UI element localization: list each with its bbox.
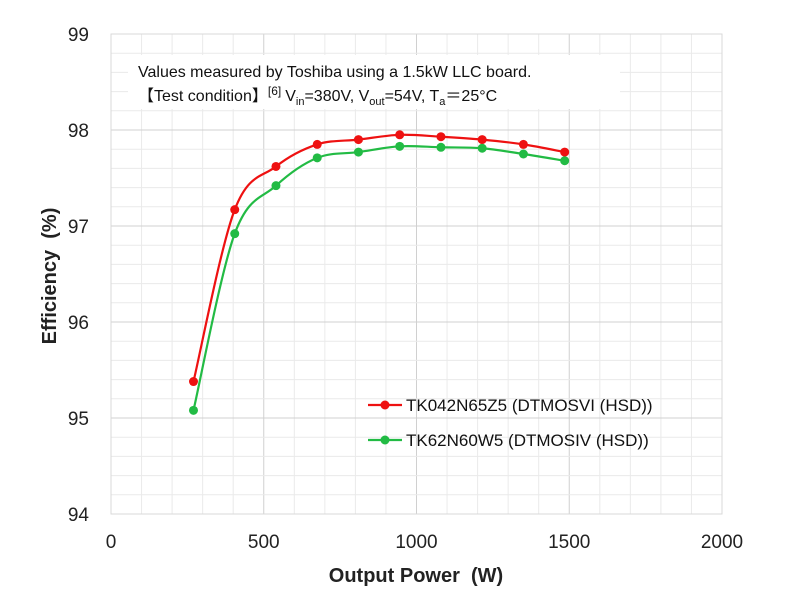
data-point [477,143,487,153]
x-tick-label: 1500 [548,532,590,553]
legend-entry-1: TK042N65Z5 (DTMOSVI (HSD)) [368,396,653,415]
data-point [188,405,198,415]
data-point [230,229,240,239]
series-1 [188,130,570,387]
vout-value: =54V, [385,88,430,105]
y-tick-label: 95 [68,409,89,430]
data-point [477,135,487,145]
y-tick-label: 98 [68,121,89,142]
legend-label: TK042N65Z5 (DTMOSVI (HSD)) [406,396,653,415]
data-point [230,205,240,215]
x-tick-label: 2000 [701,532,743,553]
x-tick-label: 0 [106,532,117,553]
y-axis-title: Efficiency (%) [39,208,61,345]
ta-subscript: a [439,96,446,108]
annotation-bracket-close: 】 [252,88,268,105]
vin-value: =380V, [304,88,358,105]
data-point [353,147,363,157]
x-axis-title: Output Power (W) [329,565,503,587]
data-point [271,181,281,191]
vin-symbol: V [285,88,296,105]
data-point [312,153,322,163]
legend-marker [380,400,390,410]
data-point [271,161,281,171]
x-axis-ticks: 0 500 1000 1500 2000 [106,532,743,553]
ta-value: ＝25°C [445,88,497,105]
data-point [395,130,405,140]
data-point [518,139,528,149]
vout-symbol: V [359,88,370,105]
y-axis-ticks: 94 95 96 97 98 99 [68,25,90,526]
data-point [353,135,363,145]
x-tick-label: 1000 [395,532,437,553]
annotation-background [128,55,620,109]
plot-frame [110,33,723,515]
annotation-line-1: Values measured by Toshiba using a 1.5kW… [138,64,531,81]
legend-marker [380,435,390,445]
y-tick-label: 97 [68,217,89,238]
y-tick-label: 99 [68,25,89,46]
data-point [436,132,446,142]
vout-subscript: out [369,96,384,108]
y-tick-label: 94 [68,505,90,526]
data-point [518,149,528,159]
annotation-line-2: 【Test condition】[6] Vin=380V, Vout=54V, T… [138,84,497,108]
legend-entry-2: TK62N60W5 (DTMOSIV (HSD)) [368,431,649,450]
annotation-reference: [6] [268,84,281,98]
annotation-test-label: Test condition [154,88,252,105]
legend-label: TK62N60W5 (DTMOSIV (HSD)) [406,431,649,450]
data-series [188,130,570,415]
data-point [395,141,405,151]
series-line [192,133,565,382]
data-point [312,139,322,149]
data-point [560,147,570,157]
x-tick-label: 500 [248,532,280,553]
series-2 [188,141,570,415]
annotation-box: Values measured by Toshiba using a 1.5kW… [128,55,620,109]
vin-subscript: in [296,96,305,108]
ta-symbol: T [430,88,440,105]
legend: TK042N65Z5 (DTMOSVI (HSD)) TK62N60W5 (DTM… [368,396,653,450]
data-point [560,156,570,166]
data-point [436,142,446,152]
annotation-bracket-open: 【 [138,88,154,105]
data-point [188,377,198,387]
y-tick-label: 96 [68,313,89,334]
